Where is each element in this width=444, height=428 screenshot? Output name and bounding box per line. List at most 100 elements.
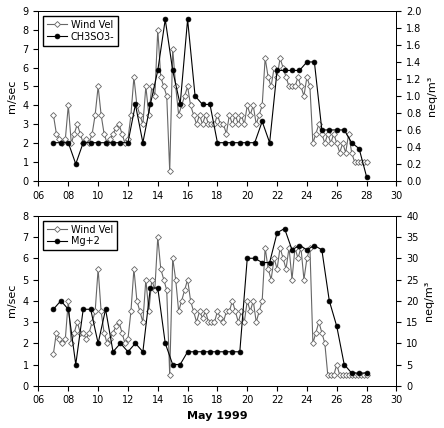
Wind Vel xyxy=(238,112,244,117)
CH3SO3- xyxy=(282,68,287,73)
Y-axis label: m/sec: m/sec xyxy=(7,284,17,318)
CH3SO3- xyxy=(51,140,56,145)
Line: Mg+2: Mg+2 xyxy=(51,226,369,375)
Mg+2 xyxy=(185,349,190,354)
CH3SO3- xyxy=(341,128,347,133)
Wind Vel xyxy=(51,351,56,357)
CH3SO3- xyxy=(334,128,339,133)
Mg+2 xyxy=(148,285,153,291)
Mg+2 xyxy=(319,247,325,253)
Wind Vel xyxy=(167,169,172,174)
CH3SO3- xyxy=(245,140,250,145)
Mg+2 xyxy=(118,341,123,346)
CH3SO3- xyxy=(222,140,228,145)
Mg+2 xyxy=(125,349,131,354)
Mg+2 xyxy=(327,298,332,303)
Mg+2 xyxy=(245,256,250,261)
CH3SO3- xyxy=(163,17,168,22)
Mg+2 xyxy=(58,298,63,303)
Mg+2 xyxy=(304,247,309,253)
Mg+2 xyxy=(155,285,160,291)
Mg+2 xyxy=(252,256,258,261)
Wind Vel xyxy=(259,103,265,108)
CH3SO3- xyxy=(267,140,272,145)
CH3SO3- xyxy=(95,140,101,145)
CH3SO3- xyxy=(200,102,205,107)
CH3SO3- xyxy=(297,68,302,73)
Mg+2 xyxy=(259,260,265,265)
CH3SO3- xyxy=(215,140,220,145)
Wind Vel xyxy=(238,309,244,314)
CH3SO3- xyxy=(178,102,183,107)
CH3SO3- xyxy=(237,140,242,145)
X-axis label: May 1999: May 1999 xyxy=(187,411,248,421)
Mg+2 xyxy=(163,341,168,346)
Mg+2 xyxy=(111,349,116,354)
CH3SO3- xyxy=(289,68,295,73)
CH3SO3- xyxy=(349,140,354,145)
Mg+2 xyxy=(200,349,205,354)
CH3SO3- xyxy=(364,174,369,179)
Mg+2 xyxy=(215,349,220,354)
CH3SO3- xyxy=(207,102,213,107)
Wind Vel xyxy=(155,235,160,240)
CH3SO3- xyxy=(185,17,190,22)
Mg+2 xyxy=(133,341,138,346)
Mg+2 xyxy=(207,349,213,354)
Mg+2 xyxy=(66,307,71,312)
CH3SO3- xyxy=(252,140,258,145)
Line: Wind Vel: Wind Vel xyxy=(52,28,369,174)
Y-axis label: neq/m³: neq/m³ xyxy=(427,76,437,116)
Wind Vel xyxy=(51,112,56,117)
Mg+2 xyxy=(51,307,56,312)
Mg+2 xyxy=(222,349,228,354)
CH3SO3- xyxy=(259,119,265,124)
Mg+2 xyxy=(349,371,354,376)
CH3SO3- xyxy=(327,128,332,133)
CH3SO3- xyxy=(155,68,160,73)
CH3SO3- xyxy=(58,140,63,145)
Y-axis label: m/sec: m/sec xyxy=(7,79,17,113)
Wind Vel xyxy=(271,65,277,70)
Mg+2 xyxy=(267,260,272,265)
Wind Vel xyxy=(364,160,369,165)
Mg+2 xyxy=(95,341,101,346)
Mg+2 xyxy=(289,247,295,253)
CH3SO3- xyxy=(192,93,198,98)
Mg+2 xyxy=(192,349,198,354)
Mg+2 xyxy=(88,307,93,312)
CH3SO3- xyxy=(66,140,71,145)
Mg+2 xyxy=(341,362,347,367)
Wind Vel xyxy=(59,341,65,346)
Mg+2 xyxy=(178,362,183,367)
CH3SO3- xyxy=(312,59,317,65)
Wind Vel xyxy=(242,319,247,324)
CH3SO3- xyxy=(80,140,86,145)
Mg+2 xyxy=(282,226,287,231)
CH3SO3- xyxy=(133,102,138,107)
Legend: Wind Vel, CH3SO3-: Wind Vel, CH3SO3- xyxy=(44,16,118,45)
Mg+2 xyxy=(80,307,86,312)
CH3SO3- xyxy=(230,140,235,145)
Wind Vel xyxy=(242,122,247,127)
CH3SO3- xyxy=(118,140,123,145)
Mg+2 xyxy=(140,349,146,354)
CH3SO3- xyxy=(304,59,309,65)
Wind Vel xyxy=(328,141,333,146)
CH3SO3- xyxy=(357,146,362,151)
Mg+2 xyxy=(230,349,235,354)
Line: CH3SO3-: CH3SO3- xyxy=(51,17,369,179)
Wind Vel xyxy=(155,27,160,33)
CH3SO3- xyxy=(319,128,325,133)
Wind Vel xyxy=(59,141,65,146)
Mg+2 xyxy=(297,243,302,248)
CH3SO3- xyxy=(140,140,146,145)
CH3SO3- xyxy=(73,161,79,166)
Wind Vel xyxy=(328,373,333,378)
Mg+2 xyxy=(170,362,175,367)
CH3SO3- xyxy=(103,140,108,145)
Line: Wind Vel: Wind Vel xyxy=(52,235,369,377)
Mg+2 xyxy=(274,230,280,235)
CH3SO3- xyxy=(88,140,93,145)
CH3SO3- xyxy=(125,140,131,145)
